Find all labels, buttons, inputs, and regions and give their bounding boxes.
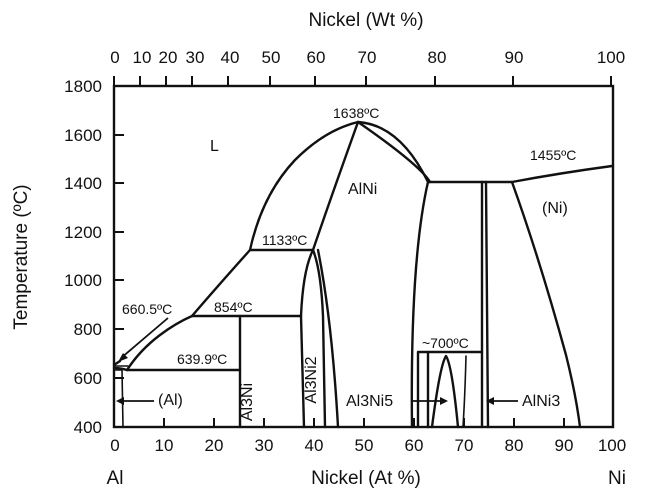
liquidus-al3ni-curve [125,314,194,372]
temp-label-660: 660.5ºC [122,301,172,317]
left-element-label: Al [107,468,124,489]
bottom-tick-label: 100 [598,436,626,455]
alni-left-solidus [311,120,360,252]
top-tick-label: 80 [428,48,447,67]
bottom-tick-label: 80 [505,436,524,455]
y-axis-tick-labels: 400 600 800 1000 1200 1400 1600 1800 [64,77,102,437]
temp-label-639: 639.9ºC [177,351,227,367]
al-solvus-line [113,369,124,428]
alni-left-solvus [316,248,340,429]
bottom-axis-title: Nickel (At %) [311,468,421,489]
al3ni5-right-line [462,355,467,428]
top-axis-ticks [113,76,612,86]
alni-right-solidus [356,120,432,184]
liquidus-al3ni2-curve [190,248,252,318]
al3ni-label: Al3Ni [239,383,256,421]
temp-label-1455: 1455ºC [530,147,576,163]
alni3-label: AlNi3 [522,393,560,410]
phase-boundaries [112,120,614,429]
y-tick-label: 1800 [64,77,102,96]
temp-label-1638: 1638ºC [333,105,379,121]
arrowhead-al [116,397,124,405]
liquidus-ni-curve [480,164,614,184]
top-axis-title: Nickel (Wt %) [308,10,423,31]
bottom-tick-label: 50 [355,436,374,455]
alni-label: AlNi [348,181,377,198]
bottom-tick-label: 20 [205,436,224,455]
bottom-tick-label: 90 [555,436,574,455]
top-tick-label: 70 [358,48,377,67]
arrow-660 [120,317,169,359]
top-tick-label: 10 [133,48,152,67]
top-tick-label: 100 [597,48,625,67]
top-tick-label: 20 [159,48,178,67]
bottom-tick-label: 60 [405,436,424,455]
bottom-axis-tick-labels: 0 10 20 30 40 50 60 70 80 90 100 [110,436,626,455]
al3ni5-label: Al3Ni5 [346,393,393,410]
alni3-right [484,180,490,429]
ni-solid-label: (Ni) [542,200,568,217]
ni-solvus-curve [510,180,582,429]
top-axis-tick-labels: 0 10 20 30 40 50 60 70 80 90 100 [110,48,625,67]
arrowhead-al3ni5 [440,397,448,405]
liquidus-alni-left-curve [248,120,360,252]
top-tick-label: 60 [307,48,326,67]
liquid-label: L [210,138,219,155]
top-tick-label: 30 [186,48,205,67]
bottom-axis-ticks [163,418,565,427]
al3ni2-label: Al3Ni2 [303,356,320,403]
al3ni5-dome [430,354,460,429]
al-melting-marker [112,359,122,367]
bottom-tick-label: 0 [110,436,119,455]
temp-label-854: 854ºC [214,299,253,315]
alni-right-solvus [410,180,430,429]
y-tick-label: 1600 [64,126,102,145]
temp-label-1133: 1133ºC [262,232,307,248]
y-tick-label: 1200 [64,223,102,242]
top-tick-label: 90 [505,48,524,67]
bottom-tick-label: 70 [455,436,474,455]
temperature-labels: 1638ºC 1455ºC 1133ºC 854ºC 660.5ºC 639.9… [122,105,576,367]
al-solid-label: (Al) [158,392,183,409]
arrows [116,317,518,405]
al3ni2-left-boundary [299,314,306,429]
y-tick-label: 600 [74,369,102,388]
liquidus-alni-right-curve [356,120,484,184]
y-tick-label: 1400 [64,174,102,193]
y-tick-label: 400 [74,418,102,437]
temp-label-700: ~700ºC [422,335,469,351]
top-tick-label: 0 [110,48,119,67]
y-tick-label: 1000 [64,271,102,290]
top-tick-label: 50 [262,48,281,67]
arrowhead-660 [118,353,128,362]
al-liquidus-curve [112,366,129,372]
y-tick-label: 800 [74,320,102,339]
bottom-tick-label: 10 [155,436,174,455]
al3ni5-box [416,350,484,429]
bottom-tick-label: 40 [305,436,324,455]
y-axis-ticks [114,134,124,379]
arrowhead-alni3 [486,397,494,405]
right-element-label: Ni [608,468,626,489]
bottom-tick-label: 30 [255,436,274,455]
al3ni2-right-boundary [311,248,327,429]
al3ni2-upper-left [299,248,315,318]
region-labels: L AlNi (Ni) (Al) Al3Ni Al3Ni2 Al3Ni5 AlN… [158,138,568,421]
y-axis-title: Temperature (ºC) [11,184,32,329]
top-tick-label: 40 [221,48,240,67]
